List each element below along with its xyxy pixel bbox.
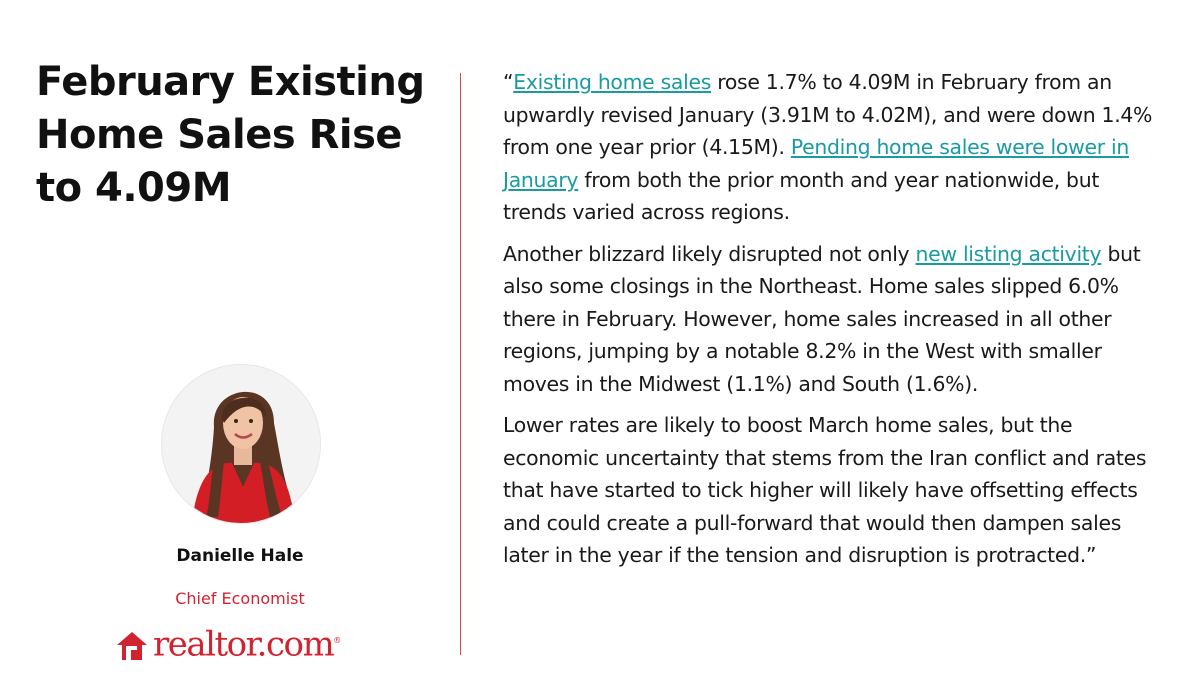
logo-text: realtor.com <box>153 624 335 664</box>
vertical-divider <box>460 73 461 655</box>
quote-text: from both the prior month and year natio… <box>503 167 1100 225</box>
quote-paragraph-3: Lower rates are likely to boost March ho… <box>503 413 1147 567</box>
avatar <box>161 364 321 524</box>
quote-body: “Existing home sales rose 1.7% to 4.09M … <box>503 66 1168 581</box>
new-listing-activity-link[interactable]: new listing activity <box>915 241 1102 266</box>
quote-text: Another blizzard likely disrupted not on… <box>503 241 916 266</box>
open-quote: “ <box>503 70 514 94</box>
house-icon <box>117 632 147 660</box>
portrait-photo <box>162 365 320 523</box>
logo-wordmark: realtor.com® <box>153 623 341 662</box>
quote-text: rose 1.7% to 4.09M in February from an u… <box>503 70 1153 159</box>
quote-text: but also some closings in the Northeast.… <box>503 241 1141 396</box>
quote-paragraph-1: “Existing home sales rose 1.7% to 4.09M … <box>503 66 1168 229</box>
realtor-logo: realtor.com® <box>115 622 341 662</box>
pending-home-sales-link[interactable]: Pending home sales were lower in January <box>503 135 1129 192</box>
existing-home-sales-link[interactable]: Existing home sales <box>513 70 712 94</box>
person-title: Chief Economist <box>175 589 305 608</box>
person-name: Danielle Hale <box>176 546 304 566</box>
headline: February Existing Home Sales Rise to 4.0… <box>36 59 425 211</box>
quote-paragraph-2: Another blizzard likely disrupted not on… <box>503 238 1168 401</box>
trademark-symbol: ® <box>333 635 342 645</box>
